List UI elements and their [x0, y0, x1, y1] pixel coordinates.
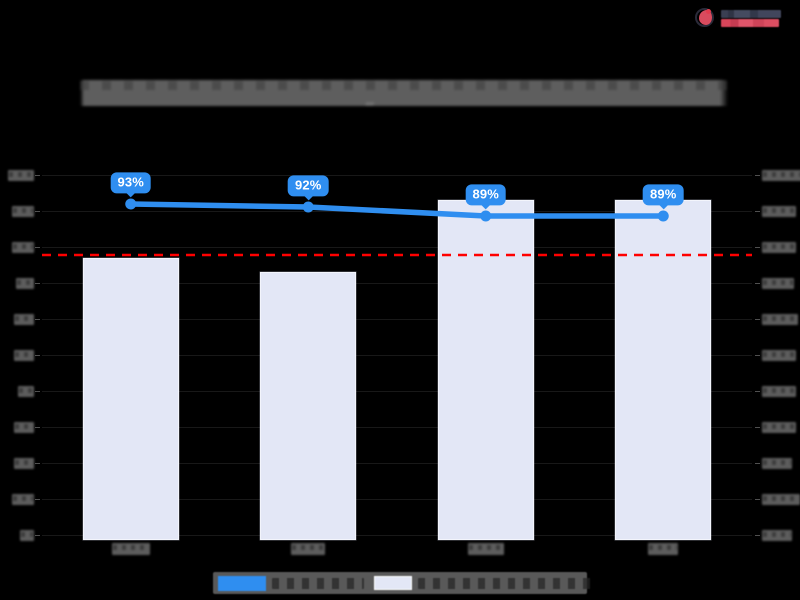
gridline — [42, 247, 752, 248]
chart-legend[interactable] — [213, 572, 593, 594]
right-axis-tick-label — [762, 170, 800, 181]
gridline — [42, 355, 752, 356]
left-axis-tick-label — [16, 278, 34, 289]
data-label: 89% — [465, 184, 507, 205]
legend-label-bar — [418, 577, 593, 589]
x-axis-category-label — [111, 543, 150, 555]
bar[interactable] — [82, 258, 179, 540]
right-axis-tick-label — [762, 494, 800, 505]
axis-tick — [35, 283, 40, 284]
left-axis-tick-label — [8, 170, 34, 181]
left-axis-tick-label — [12, 242, 34, 253]
axis-tick — [755, 283, 760, 284]
axis-tick — [755, 247, 760, 248]
left-axis-tick-label — [12, 494, 34, 505]
right-axis-tick-label — [762, 386, 796, 397]
x-axis-category-label — [291, 543, 326, 555]
gridline — [42, 283, 752, 284]
axis-tick — [35, 175, 40, 176]
axis-tick — [755, 427, 760, 428]
bar[interactable] — [615, 200, 712, 540]
line-path — [128, 201, 666, 219]
right-axis-tick-label — [762, 206, 796, 217]
left-axis-tick-label — [20, 530, 34, 541]
axis-tick — [755, 355, 760, 356]
legend-swatch-line-icon — [218, 575, 266, 591]
gridline — [42, 535, 752, 536]
axis-tick — [755, 211, 760, 212]
left-axis-tick-label — [14, 350, 34, 361]
brand-logo-text — [721, 9, 781, 27]
right-axis-tick-label — [762, 458, 792, 469]
axis-tick — [35, 211, 40, 212]
logo-dot-icon — [706, 8, 711, 14]
axis-tick — [35, 499, 40, 500]
axis-tick — [35, 463, 40, 464]
x-axis-category-label — [467, 543, 504, 555]
gridline — [42, 427, 752, 428]
right-axis-tick-label — [762, 278, 794, 289]
data-label: 93% — [110, 172, 152, 193]
gridline — [42, 499, 752, 500]
brand-logo-line-1 — [721, 9, 781, 18]
right-axis-tick-label — [762, 422, 796, 433]
left-axis-tick-label — [14, 314, 34, 325]
gridline — [42, 391, 752, 392]
axis-tick — [755, 175, 760, 176]
bar[interactable] — [260, 272, 357, 540]
legend-entry-line[interactable] — [213, 572, 364, 594]
right-axis-tick-label — [762, 350, 796, 361]
line-markers — [125, 198, 669, 222]
right-axis-tick-label — [762, 314, 798, 325]
legend-swatch-bar-icon — [374, 576, 412, 590]
left-axis-tick-label — [12, 206, 34, 217]
data-label: 89% — [642, 184, 684, 205]
logo-ring-icon — [695, 7, 714, 27]
data-label: 92% — [287, 175, 329, 196]
axis-tick — [35, 427, 40, 428]
axis-tick — [755, 319, 760, 320]
legend-label-line — [272, 577, 364, 589]
chart-title — [80, 80, 728, 106]
axis-tick — [35, 247, 40, 248]
axis-tick — [35, 319, 40, 320]
line-marker[interactable] — [125, 198, 137, 210]
axis-tick — [755, 535, 760, 536]
brand-logo-mark-icon — [694, 7, 717, 30]
axis-tick — [35, 391, 40, 392]
left-axis-tick-label — [18, 386, 34, 397]
axis-tick — [755, 463, 760, 464]
axis-tick — [35, 355, 40, 356]
gridline — [42, 463, 752, 464]
axis-tick — [755, 499, 760, 500]
right-axis-tick-label — [762, 242, 796, 253]
legend-entry-bar[interactable] — [364, 572, 593, 594]
plot-area: 93% 92% 89% 89% — [42, 172, 752, 540]
axis-tick — [755, 391, 760, 392]
left-axis-tick-label — [14, 458, 34, 469]
left-axis-tick-label — [14, 422, 34, 433]
brand-logo[interactable] — [694, 3, 794, 33]
x-axis-category-label — [648, 543, 679, 555]
axis-tick — [35, 535, 40, 536]
gridline — [42, 319, 752, 320]
gridline — [42, 175, 752, 176]
right-axis-tick-label — [762, 530, 792, 541]
bar[interactable] — [437, 200, 534, 540]
brand-logo-line-2 — [721, 18, 779, 27]
